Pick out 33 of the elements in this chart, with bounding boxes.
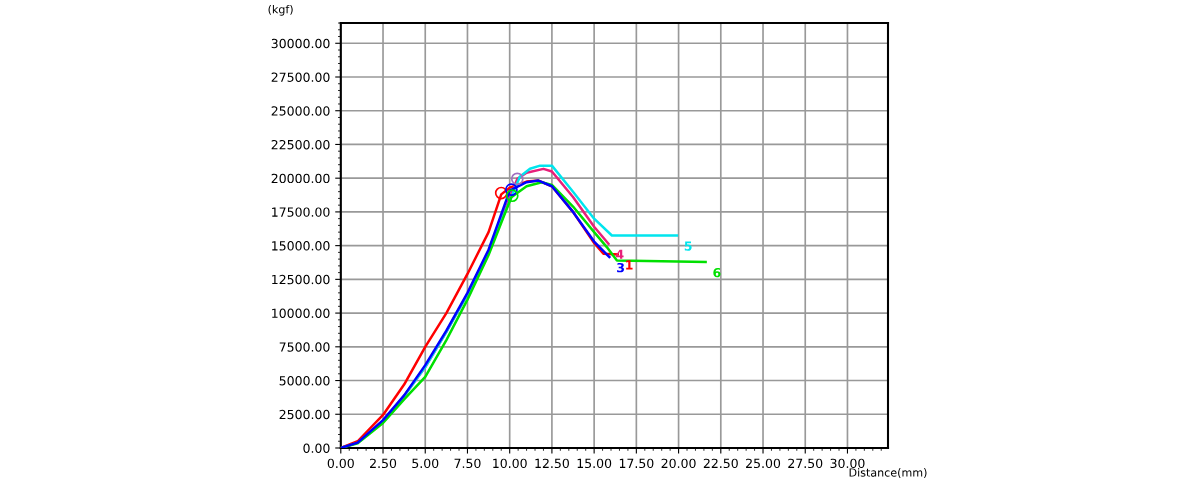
x-axis-title: Distance(mm): [849, 468, 927, 479]
series-label: 4: [616, 249, 624, 259]
y-tick-label: 22500.00: [271, 139, 330, 150]
y-tick-label: 0.00: [303, 443, 330, 453]
x-tick-label: 5.00: [412, 458, 439, 469]
y-tick-label: 20000.00: [271, 173, 330, 184]
y-tick-label: 25000.00: [271, 106, 330, 116]
y-tick-label: 30000.00: [271, 38, 330, 49]
x-tick-label: 15.00: [577, 458, 612, 469]
x-tick-label: 22.50: [703, 458, 738, 469]
y-tick-label: 17500.00: [272, 207, 330, 217]
y-tick-label: 5000.00: [279, 376, 330, 386]
x-tick-label: 17.50: [619, 458, 654, 469]
y-axis-title: (kgf): [268, 4, 293, 16]
series-label: 5: [684, 241, 692, 251]
series-label: 3: [617, 262, 624, 273]
y-tick-label: 10000.00: [272, 308, 330, 319]
x-tick-label: 30.00: [830, 458, 865, 469]
x-tick-label: 10.00: [493, 458, 527, 469]
x-tick-label: 27.50: [788, 458, 823, 469]
series-label: 6: [713, 267, 721, 278]
x-tick-label: 12.50: [535, 458, 569, 469]
y-tick-label: 27500.00: [271, 72, 330, 82]
x-tick-label: 7.50: [454, 458, 481, 469]
y-tick-label: 2500.00: [279, 409, 330, 420]
x-tick-label: 2.50: [370, 458, 397, 469]
x-tick-label: 0.00: [327, 458, 354, 469]
series-label: 1: [626, 260, 633, 270]
y-tick-label: 7500.00: [279, 342, 330, 352]
x-tick-label: 25.00: [746, 458, 781, 469]
y-tick-label: 12500.00: [272, 274, 330, 285]
x-tick-label: 20.00: [661, 458, 696, 469]
y-tick-label: 15000.00: [272, 241, 330, 251]
